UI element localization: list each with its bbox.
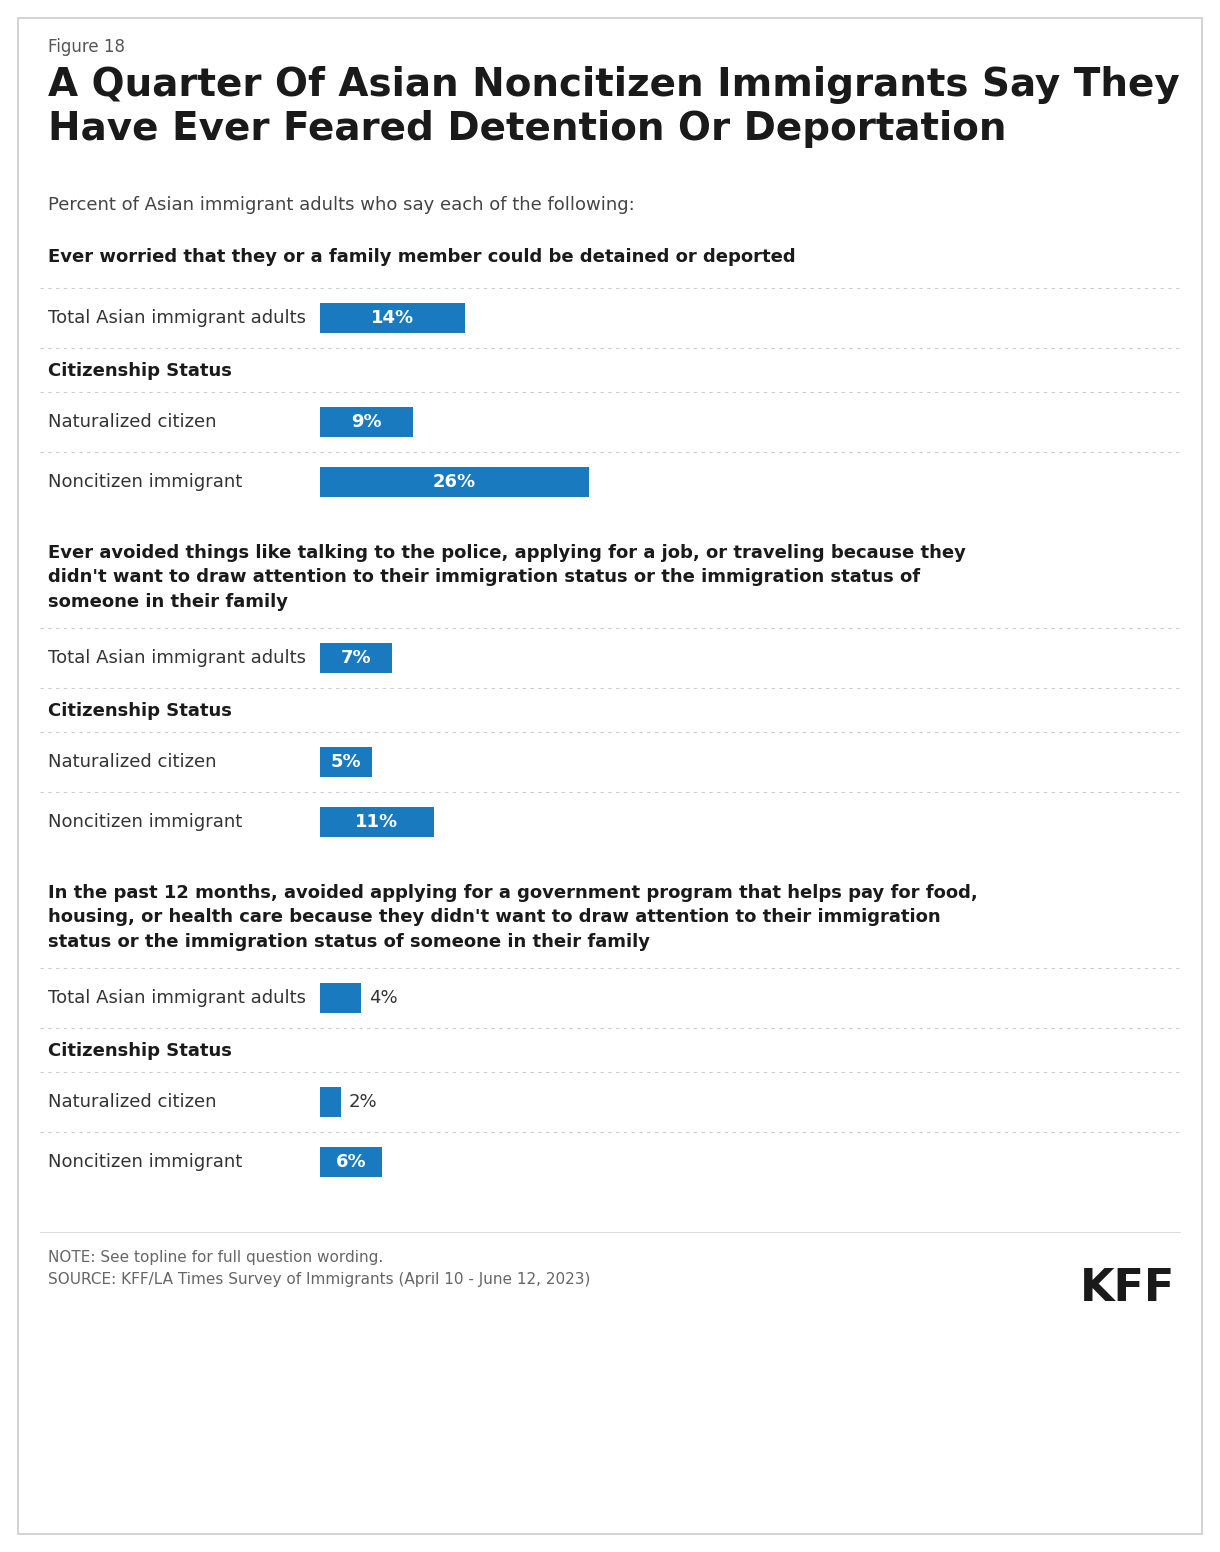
Text: Citizenship Status: Citizenship Status bbox=[48, 362, 232, 380]
Text: Figure 18: Figure 18 bbox=[48, 37, 124, 56]
Text: Percent of Asian immigrant adults who say each of the following:: Percent of Asian immigrant adults who sa… bbox=[48, 196, 634, 214]
Text: 6%: 6% bbox=[336, 1153, 366, 1172]
Text: Noncitizen immigrant: Noncitizen immigrant bbox=[48, 813, 243, 830]
Text: SOURCE: KFF/LA Times Survey of Immigrants (April 10 - June 12, 2023): SOURCE: KFF/LA Times Survey of Immigrant… bbox=[48, 1273, 590, 1287]
Text: 4%: 4% bbox=[370, 989, 398, 1007]
Text: 5%: 5% bbox=[331, 753, 361, 771]
Text: 26%: 26% bbox=[433, 473, 476, 490]
Text: Total Asian immigrant adults: Total Asian immigrant adults bbox=[48, 309, 306, 327]
Text: Naturalized citizen: Naturalized citizen bbox=[48, 413, 216, 431]
Text: Ever worried that they or a family member could be detained or deported: Ever worried that they or a family membe… bbox=[48, 248, 795, 265]
Text: Noncitizen immigrant: Noncitizen immigrant bbox=[48, 1153, 243, 1172]
Text: 7%: 7% bbox=[340, 649, 371, 667]
Text: 9%: 9% bbox=[351, 413, 382, 431]
Text: NOTE: See topline for full question wording.: NOTE: See topline for full question word… bbox=[48, 1249, 383, 1265]
Text: Noncitizen immigrant: Noncitizen immigrant bbox=[48, 473, 243, 490]
Text: Citizenship Status: Citizenship Status bbox=[48, 1041, 232, 1060]
Text: Naturalized citizen: Naturalized citizen bbox=[48, 1093, 216, 1111]
Text: 11%: 11% bbox=[355, 813, 399, 830]
Text: Total Asian immigrant adults: Total Asian immigrant adults bbox=[48, 989, 306, 1007]
Text: In the past 12 months, avoided applying for a government program that helps pay : In the past 12 months, avoided applying … bbox=[48, 885, 977, 950]
Text: 2%: 2% bbox=[349, 1093, 377, 1111]
Text: KFF: KFF bbox=[1080, 1266, 1175, 1310]
Text: 14%: 14% bbox=[371, 309, 414, 327]
Text: Citizenship Status: Citizenship Status bbox=[48, 702, 232, 720]
Text: Naturalized citizen: Naturalized citizen bbox=[48, 753, 216, 771]
Text: A Quarter Of Asian Noncitizen Immigrants Say They
Have Ever Feared Detention Or : A Quarter Of Asian Noncitizen Immigrants… bbox=[48, 67, 1180, 147]
Text: Total Asian immigrant adults: Total Asian immigrant adults bbox=[48, 649, 306, 667]
Text: Ever avoided things like talking to the police, applying for a job, or traveling: Ever avoided things like talking to the … bbox=[48, 545, 966, 610]
